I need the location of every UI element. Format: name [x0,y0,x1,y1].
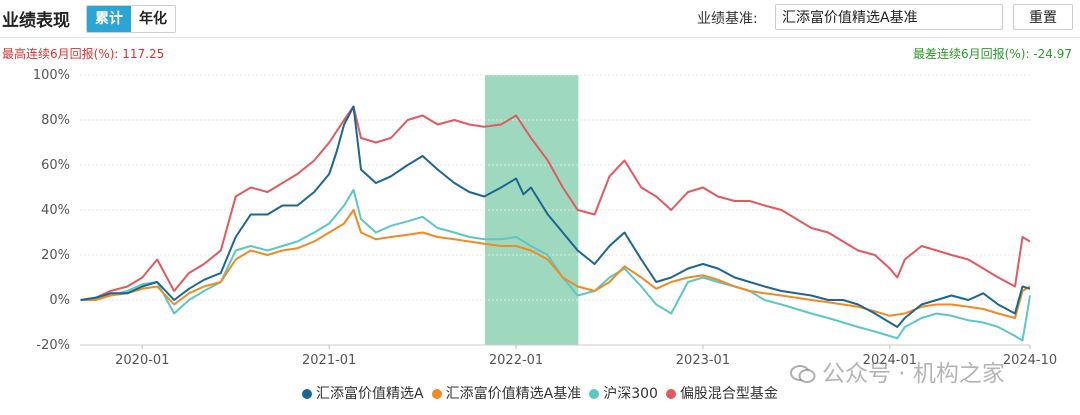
legend-label: 沪深300 [603,386,658,402]
x-tick-label: 2024-01 [863,353,917,368]
series-line-2 [80,188,1031,342]
legend-item[interactable]: 汇添富价值精选A基准 [431,383,582,403]
series-line-3 [80,105,1031,301]
y-tick-label: 100% [33,68,70,83]
x-tick-label: 2021-01 [302,353,356,368]
legend-item[interactable]: 沪深300 [589,383,658,403]
legend-item[interactable]: 汇添富价值精选A [302,383,424,403]
reset-button[interactable]: 重置 [1013,4,1073,30]
view-toggle: 累计 年化 [86,5,176,33]
legend-label: 汇添富价值精选A [316,386,424,402]
x-tick-label: 2024-10 [1003,353,1057,368]
legend-label: 汇添富价值精选A基准 [445,386,582,402]
min-6m-return: 最差连续6月回报(%): -24.97 [913,47,1072,61]
max-6m-return: 最高连续6月回报(%): 117.25 [2,47,165,61]
toggle-cumulative[interactable]: 累计 [87,6,131,32]
legend-dot-icon [589,389,600,399]
header-bar: 业绩表现 累计 年化 业绩基准: 重置 [0,0,1080,36]
page-title: 业绩表现 [2,11,70,31]
x-tick-label: 2020-01 [115,353,169,368]
wechat-icon [790,365,816,383]
watermark-text: 公众号 · 机构之家 [822,361,1005,387]
y-tick-label: 40% [41,203,70,218]
chart-legend: 汇添富价值精选A 汇添富价值精选A基准 沪深300 偏股混合型基金 [0,383,1080,403]
benchmark-input[interactable] [775,4,1003,30]
benchmark-label: 业绩基准: [697,11,758,27]
legend-label: 偏股混合型基金 [679,386,778,402]
toggle-annualized[interactable]: 年化 [131,6,175,32]
y-tick-label: 60% [41,158,70,173]
series-line-0 [80,105,1031,328]
y-tick-label: 0% [49,293,70,308]
x-tick-label: 2022-01 [489,353,543,368]
legend-dot-icon [431,389,442,399]
series-line-1 [80,209,1031,319]
y-tick-label: 80% [41,113,70,128]
x-tick-label: 2023-01 [676,353,730,368]
legend-dot-icon [302,389,313,399]
legend-item[interactable]: 偏股混合型基金 [665,383,778,403]
y-tick-label: 20% [41,248,70,263]
watermark: 公众号 · 机构之家 [790,354,1005,388]
legend-dot-icon [665,389,676,399]
header-divider [0,37,1080,38]
y-tick-label: -20% [36,338,70,353]
